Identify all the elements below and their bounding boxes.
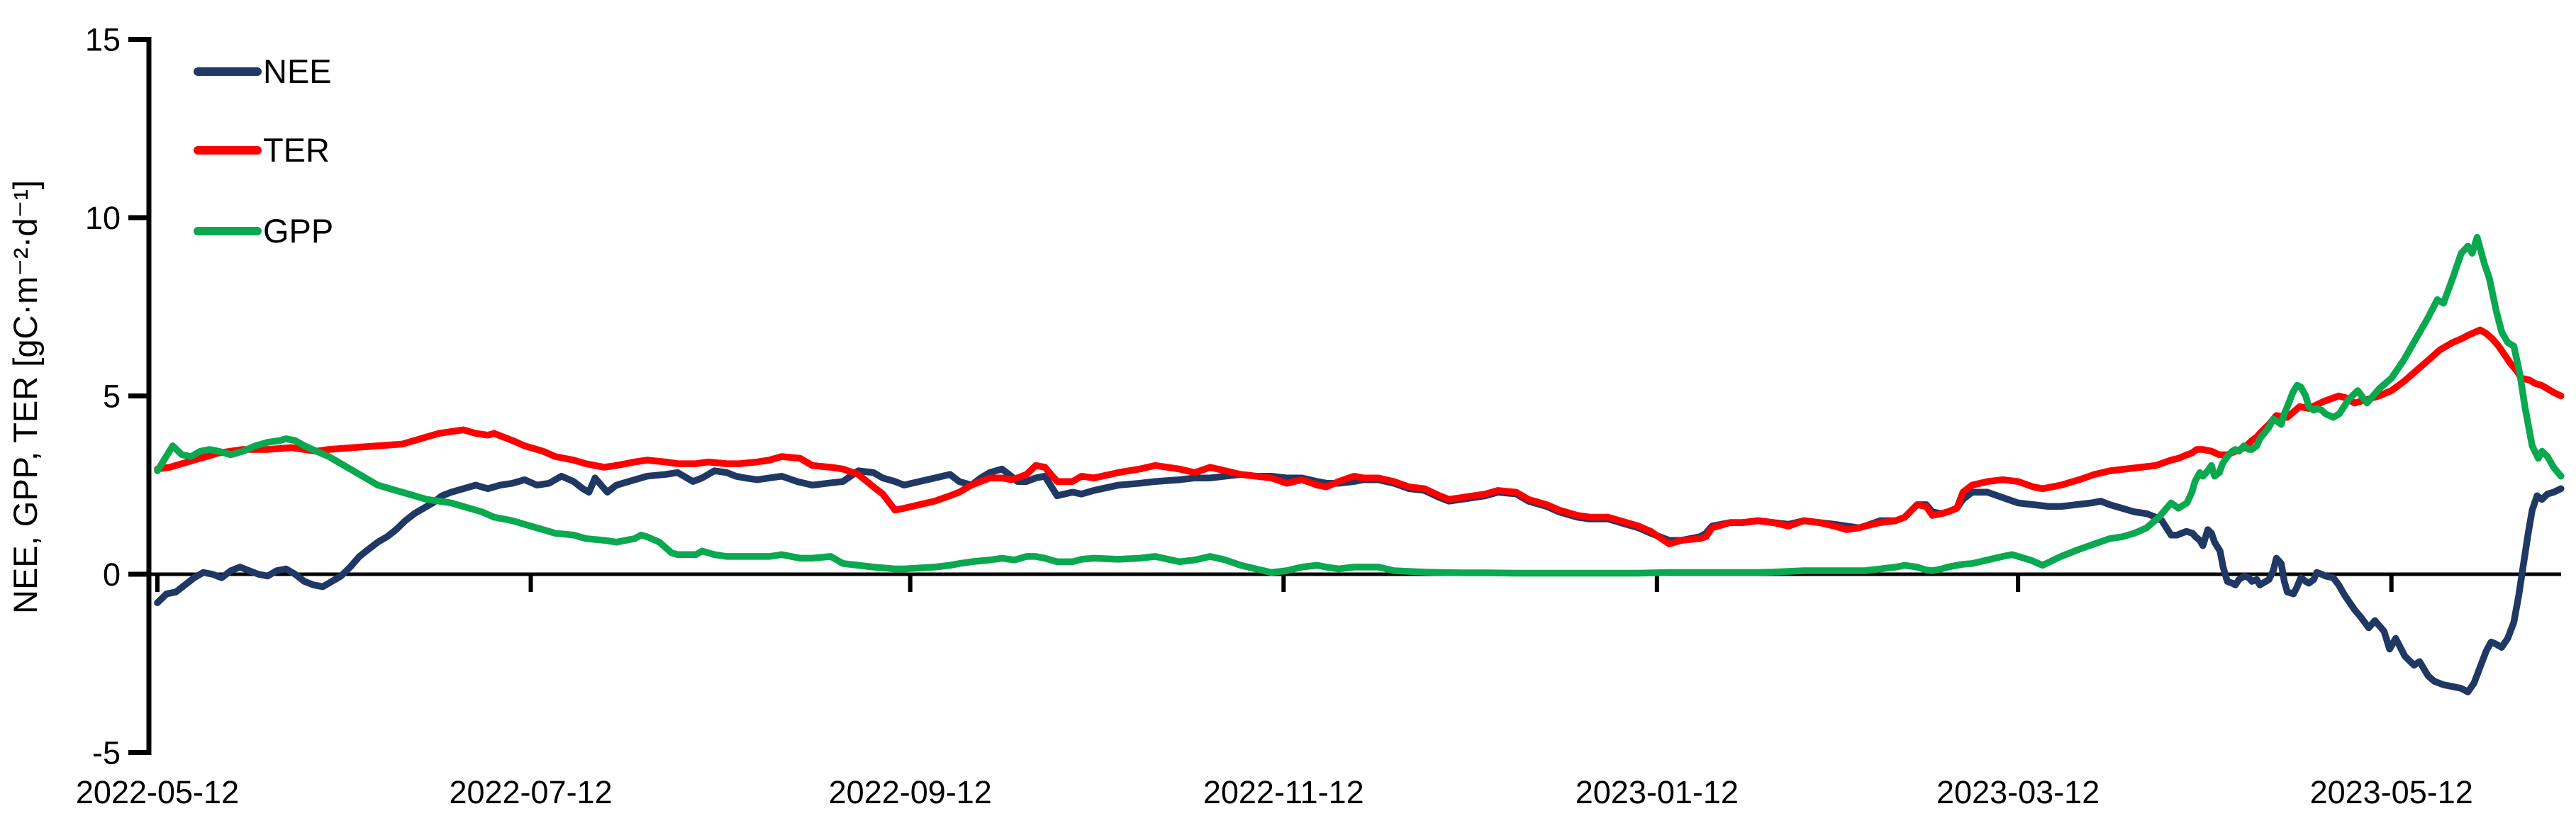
legend: NEE TER GPP	[194, 52, 333, 250]
y-tick-label-10: 10	[85, 200, 121, 236]
x-axis-ticks: 2022-05-12 2022-07-12 2022-09-12 2022-11-12…	[76, 574, 2473, 810]
legend-label-gpp: GPP	[263, 212, 333, 250]
x-tick-label-2023-05-12: 2023-05-12	[2310, 774, 2473, 810]
y-tick-label-5: 5	[103, 379, 121, 415]
y-axis-ticks: 15 10 5 0 -5	[85, 22, 149, 771]
y-tick-label-0: 0	[103, 557, 121, 593]
legend-label-nee: NEE	[263, 52, 332, 90]
y-tick-label--5: -5	[92, 735, 121, 771]
legend-label-ter: TER	[263, 131, 330, 169]
series-line-gpp	[154, 233, 2565, 577]
y-tick-label-15: 15	[85, 22, 121, 58]
series-line-nee	[154, 465, 2565, 695]
series-line-ter	[154, 326, 2565, 547]
x-tick-label-2022-07-12: 2022-07-12	[449, 774, 612, 810]
x-tick-label-2022-11-12: 2022-11-12	[1203, 774, 1364, 810]
y-axis-title: NEE, GPP, TER [gC·m⁻²·d⁻¹]	[6, 180, 44, 614]
x-tick-label-2022-09-12: 2022-09-12	[829, 774, 992, 810]
x-tick-label-2022-05-12: 2022-05-12	[76, 774, 239, 810]
axes: NEE, GPP, TER [gC·m⁻²·d⁻¹] 15 10 5 0 -5 2022…	[6, 22, 2561, 810]
x-tick-label-2023-03-12: 2023-03-12	[1936, 774, 2100, 810]
data-series	[154, 233, 2565, 695]
x-tick-label-2023-01-12: 2023-01-12	[1576, 774, 1739, 810]
